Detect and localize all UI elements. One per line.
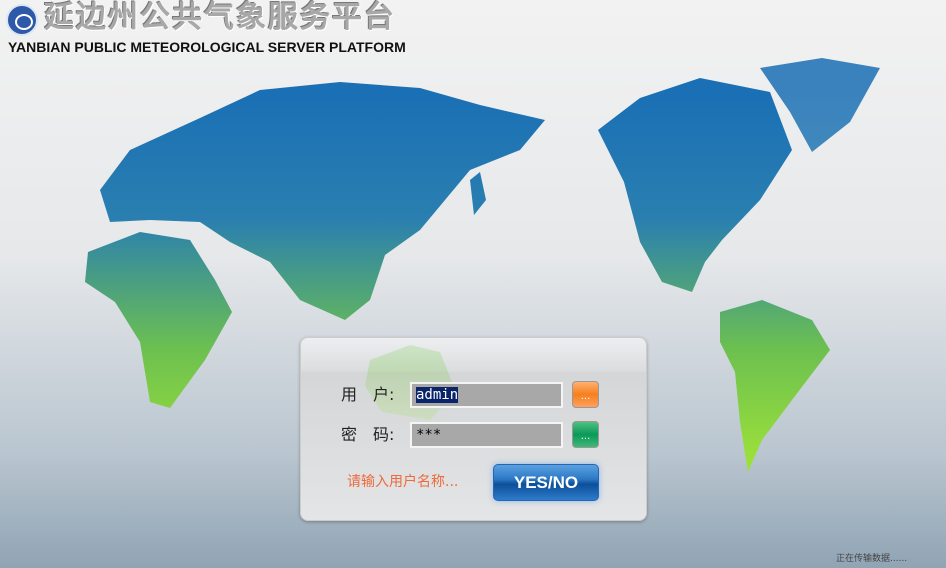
logo-icon bbox=[6, 4, 38, 36]
hint-text: 请输入用户名称... bbox=[347, 474, 459, 490]
submit-button[interactable]: YES/NO bbox=[493, 464, 599, 501]
japan bbox=[470, 172, 486, 215]
south-america bbox=[720, 300, 830, 472]
password-input[interactable]: *** bbox=[410, 422, 563, 448]
username-label: 用 户: bbox=[341, 385, 395, 404]
password-picker-button[interactable]: ... bbox=[572, 421, 599, 448]
username-input[interactable]: admin bbox=[410, 382, 563, 408]
eurasia bbox=[100, 82, 545, 320]
north-america bbox=[598, 78, 792, 292]
username-picker-button[interactable]: ... bbox=[572, 381, 599, 408]
username-value: admin bbox=[416, 387, 459, 403]
password-label: 密 码: bbox=[341, 425, 395, 444]
page-title: 延边州公共气象服务平台 bbox=[44, 0, 396, 35]
africa bbox=[85, 232, 232, 408]
greenland bbox=[760, 58, 880, 152]
status-text: 正在传输数据...... bbox=[836, 554, 908, 564]
login-panel: 用 户: admin ... 密 码: *** ... 请输入用户名称... Y… bbox=[300, 337, 647, 521]
page-subtitle: YANBIAN PUBLIC METEOROLOGICAL SERVER PLA… bbox=[8, 39, 406, 55]
